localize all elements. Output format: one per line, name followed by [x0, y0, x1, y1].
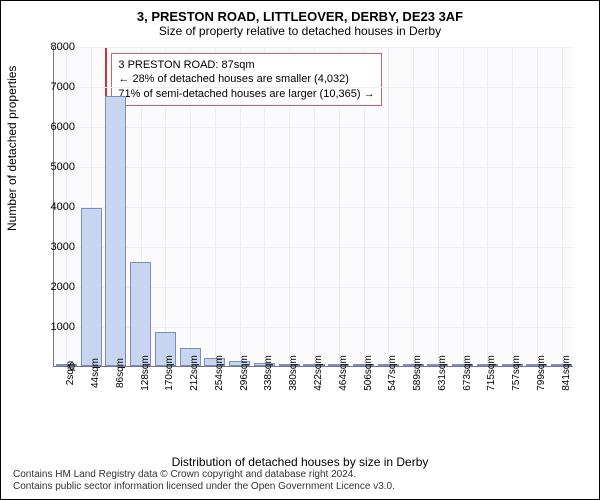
x-tick: 506sqm: [363, 355, 374, 391]
x-tick: 296sqm: [239, 355, 250, 391]
y-tick: 7000: [51, 81, 75, 93]
x-tick: 799sqm: [536, 355, 547, 391]
annotation-box: 3 PRESTON ROAD: 87sqm ← 28% of detached …: [111, 53, 381, 106]
x-tick: 2sqm: [65, 361, 76, 385]
footer-line2: Contains public sector information licen…: [13, 481, 395, 493]
x-tick: 380sqm: [288, 355, 299, 391]
x-tick: 464sqm: [338, 355, 349, 391]
x-tick: 422sqm: [313, 355, 324, 391]
histogram-bar: [81, 208, 102, 366]
y-axis-label: Number of detached properties: [5, 66, 19, 231]
x-tick: 44sqm: [90, 358, 101, 388]
title-block: 3, PRESTON ROAD, LITTLEOVER, DERBY, DE23…: [1, 1, 599, 40]
x-axis-label: Distribution of detached houses by size …: [1, 455, 599, 469]
y-tick: 5000: [51, 161, 75, 173]
gridline-h: [54, 167, 573, 168]
x-tick: 841sqm: [561, 355, 572, 391]
gridline-h: [54, 247, 573, 248]
x-tick: 338sqm: [263, 355, 274, 391]
x-tick: 631sqm: [437, 355, 448, 391]
x-tick: 86sqm: [115, 358, 126, 388]
histogram-bar: [105, 96, 126, 366]
annot-line3: 71% of semi-detached houses are larger (…: [118, 87, 374, 101]
chart-title: 3, PRESTON ROAD, LITTLEOVER, DERBY, DE23…: [11, 9, 589, 24]
gridline-h: [54, 207, 573, 208]
y-tick: 1000: [51, 321, 75, 333]
x-tick: 757sqm: [511, 355, 522, 391]
histogram-bar: [130, 262, 151, 366]
x-tick: 673sqm: [462, 355, 473, 391]
gridline-h: [54, 47, 573, 48]
gridline-h: [54, 127, 573, 128]
x-tick: 212sqm: [189, 355, 200, 391]
x-tick: 128sqm: [140, 355, 151, 391]
footer-line1: Contains HM Land Registry data © Crown c…: [13, 469, 395, 481]
y-tick: 8000: [51, 41, 75, 53]
x-tick: 254sqm: [214, 355, 225, 391]
x-tick: 589sqm: [412, 355, 423, 391]
annot-line1: 3 PRESTON ROAD: 87sqm: [118, 58, 374, 72]
y-tick: 3000: [51, 241, 75, 253]
y-tick: 4000: [51, 201, 75, 213]
x-tick: 715sqm: [486, 355, 497, 391]
x-tick: 170sqm: [164, 355, 175, 391]
footer: Contains HM Land Registry data © Crown c…: [13, 469, 395, 493]
y-tick: 6000: [51, 121, 75, 133]
plot-area: 3 PRESTON ROAD: 87sqm ← 28% of detached …: [53, 47, 573, 367]
gridline-h: [54, 87, 573, 88]
chart-subtitle: Size of property relative to detached ho…: [11, 24, 589, 38]
y-tick: 2000: [51, 281, 75, 293]
x-tick: 547sqm: [387, 355, 398, 391]
annot-line2: ← 28% of detached houses are smaller (4,…: [118, 72, 374, 86]
